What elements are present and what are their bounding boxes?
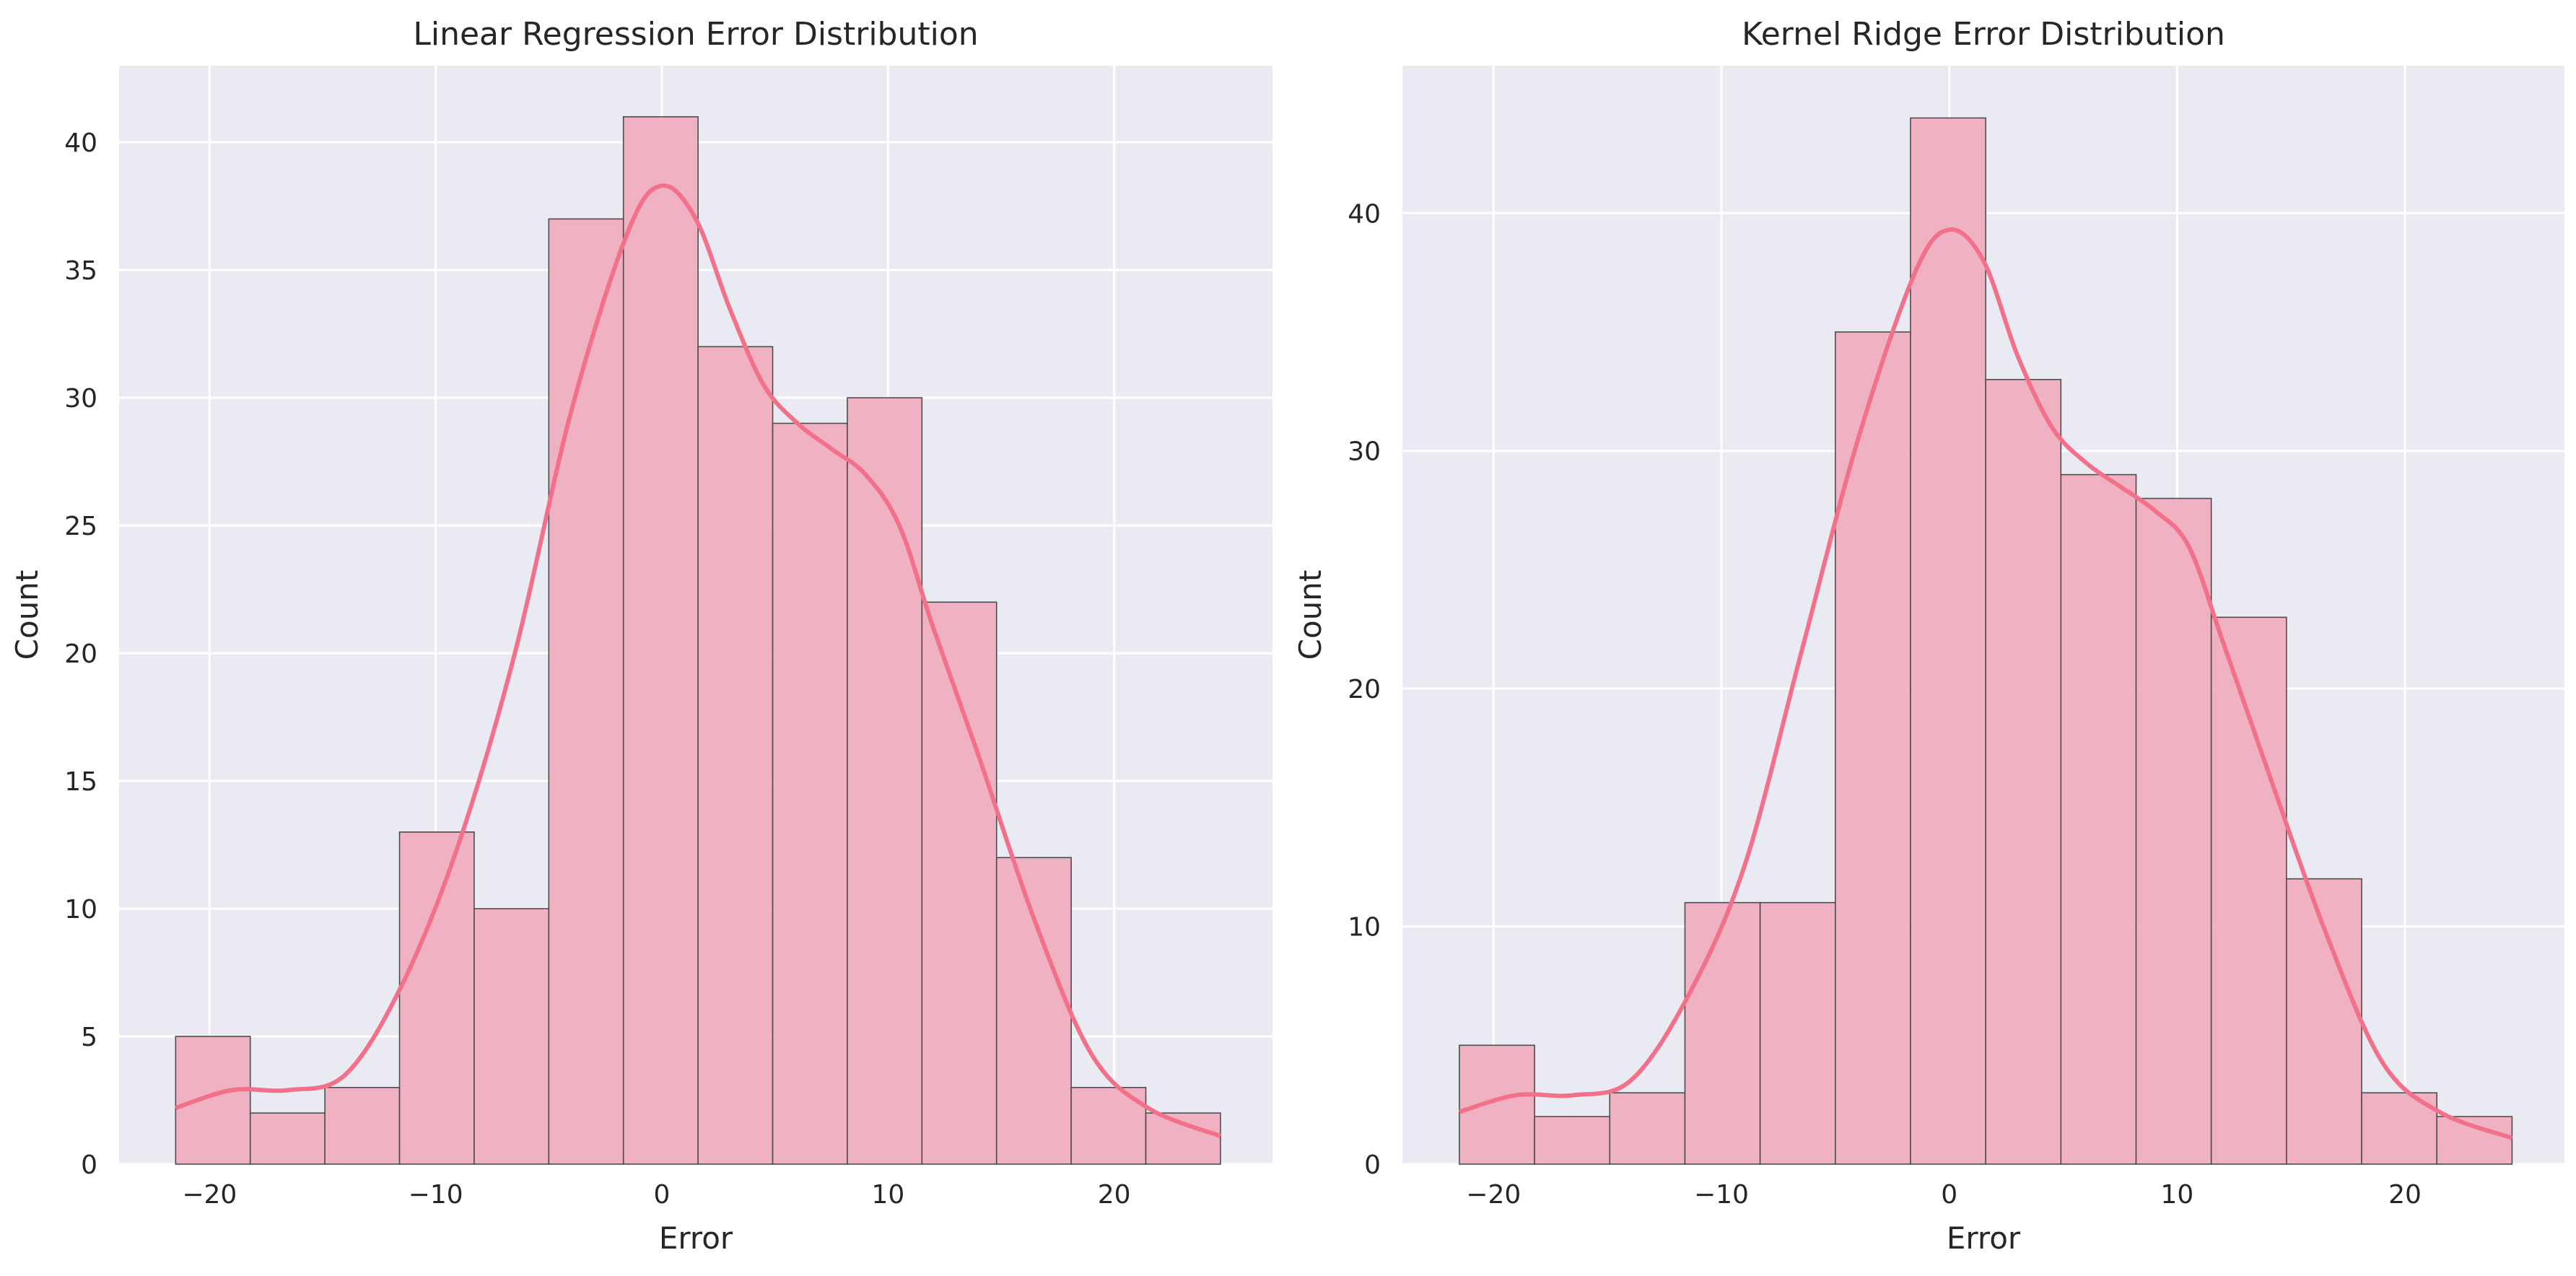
x-tick-label: 20 (1098, 1180, 1131, 1210)
y-tick-label: 40 (1348, 199, 1381, 229)
x-tick-label: 10 (2160, 1180, 2193, 1210)
histogram-bar (2286, 878, 2362, 1165)
y-tick-label: 10 (64, 895, 97, 925)
histogram-bar (995, 857, 1072, 1165)
x-axis-label: Error (659, 1220, 733, 1256)
histogram-bar (921, 601, 997, 1165)
histogram-bar (1534, 1116, 1611, 1165)
y-tick-label: 20 (1348, 675, 1381, 704)
histogram-bar (1910, 117, 1986, 1165)
linear-regression-histogram-panel: −20 −10 0 10 20 0 5 10 15 20 25 30 35 40 Linear Regres… (9, 16, 1272, 1256)
kde-line (175, 183, 1222, 1138)
x-tick-label: −10 (1694, 1180, 1749, 1210)
y-tick-label: 30 (1348, 437, 1381, 467)
y-tick-label: 0 (81, 1150, 97, 1180)
x-tick-label: −10 (409, 1180, 463, 1210)
histogram-bar (1145, 1112, 1221, 1165)
chart-title: Kernel Ridge Error Distribution (1742, 16, 2225, 53)
histogram-bar (473, 908, 550, 1165)
histogram-bar (1609, 1092, 1686, 1165)
y-tick-label: 10 (1348, 913, 1381, 943)
x-tick-label: 20 (2388, 1180, 2422, 1210)
y-tick-label: 20 (64, 639, 97, 669)
histogram-bar (398, 831, 475, 1165)
y-axis-label: Count (1293, 570, 1328, 660)
chart-title: Linear Regression Error Distribution (413, 16, 978, 53)
histogram-bar (697, 346, 774, 1165)
y-tick-label: 0 (1364, 1150, 1381, 1180)
histogram-bar (2135, 497, 2212, 1165)
x-tick-label: −20 (1466, 1180, 1521, 1210)
y-tick-label: 30 (64, 384, 97, 414)
y-axis-label: Count (9, 570, 45, 660)
histogram-bar (175, 1036, 251, 1165)
histogram-bar (1985, 379, 2062, 1165)
kernel-ridge-histogram-panel: −20 −10 0 10 20 0 10 20 30 40 Kernel Ridge Error D… (1293, 16, 2564, 1256)
y-tick-label: 5 (81, 1023, 97, 1052)
x-tick-label: −20 (182, 1180, 237, 1210)
histogram-bar (622, 115, 699, 1165)
y-tick-label: 35 (64, 256, 97, 286)
y-tick-label: 15 (64, 767, 97, 797)
histogram-bar (2210, 616, 2287, 1165)
histogram-bar (548, 218, 624, 1165)
histogram-bar (772, 422, 848, 1165)
x-tick-label: 0 (1941, 1180, 1957, 1210)
x-tick-label: 10 (871, 1180, 904, 1210)
histogram-bar (1684, 901, 1761, 1165)
histogram-bar (847, 397, 923, 1165)
y-tick-label: 25 (64, 512, 97, 541)
x-tick-label: 0 (654, 1180, 671, 1210)
kde-line (1459, 227, 2513, 1140)
y-tick-label: 40 (64, 128, 97, 158)
x-axis-label: Error (1947, 1220, 2021, 1256)
histogram-bar (2436, 1116, 2513, 1165)
histogram-bar (2060, 473, 2137, 1165)
histogram-bar (249, 1112, 326, 1165)
histogram-bar (1835, 331, 1911, 1165)
histogram-bar (1459, 1044, 1535, 1165)
histogram-bar (1759, 901, 1836, 1165)
histogram-bar (324, 1087, 401, 1165)
